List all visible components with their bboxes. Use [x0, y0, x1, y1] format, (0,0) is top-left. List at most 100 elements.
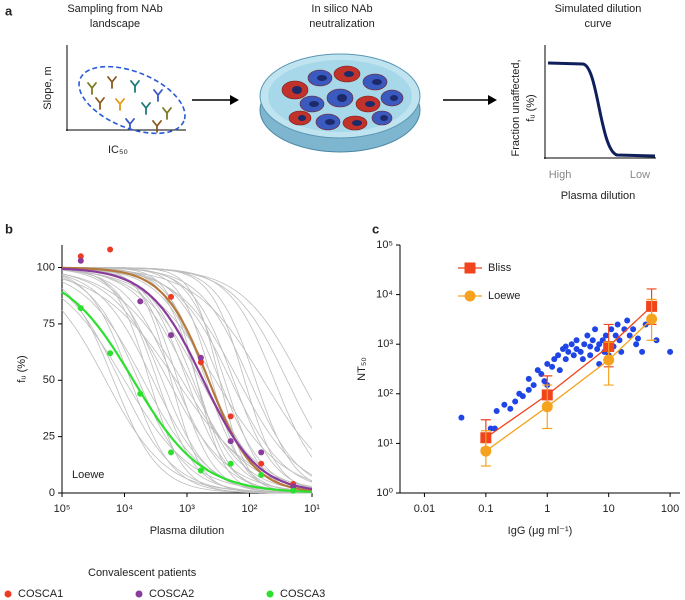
point: [612, 332, 619, 339]
point: [565, 348, 572, 355]
x-tick-label: 10: [603, 503, 615, 515]
y-tick-label: 10⁴: [376, 289, 393, 301]
annotation: Loewe: [72, 469, 104, 481]
point: [197, 359, 204, 366]
point: [77, 257, 84, 264]
simulated-curve: [61, 269, 312, 494]
point: [562, 356, 569, 363]
point: [568, 341, 575, 348]
simulated-curve: [61, 267, 313, 490]
legend-marker: [464, 290, 476, 302]
y-tick-label: 10⁵: [376, 239, 393, 251]
y-tick-label: 10¹: [377, 437, 393, 449]
point: [525, 375, 532, 382]
trend-line: [485, 305, 653, 439]
point: [639, 348, 646, 355]
point: [581, 341, 588, 348]
point: [589, 337, 596, 344]
point: [227, 460, 234, 467]
fit-curve: [62, 266, 313, 492]
step-title: landscape: [90, 18, 140, 30]
point: [168, 449, 175, 456]
point: [555, 352, 562, 359]
point: [573, 337, 580, 344]
point: [168, 293, 175, 300]
point: [227, 438, 234, 445]
legend-marker: [464, 262, 476, 274]
x-tick-label: 10⁴: [116, 503, 133, 515]
step-title: neutralization: [309, 18, 374, 30]
point: [570, 352, 577, 359]
arrow: [443, 95, 497, 105]
y-tick-label: 10²: [377, 388, 393, 400]
point: [562, 343, 569, 350]
point: [608, 326, 615, 333]
point: [592, 326, 599, 333]
axis-label: fᵤ (%): [525, 94, 537, 121]
point: [667, 348, 674, 355]
point: [512, 398, 519, 405]
fit-curve: [61, 291, 312, 493]
point: [458, 414, 465, 421]
point: [501, 401, 508, 408]
x-axis-label: IgG (μg ml⁻¹): [508, 525, 573, 537]
point: [530, 382, 537, 389]
legend-marker: [266, 590, 274, 598]
point: [603, 354, 615, 366]
antibody-icons: [87, 76, 172, 133]
step-title: In silico NAb: [311, 3, 372, 15]
legend-label: Bliss: [488, 262, 512, 274]
point: [549, 363, 556, 370]
point: [634, 335, 641, 342]
x-tick-label: 100: [661, 503, 679, 515]
axis-end: Low: [630, 169, 650, 181]
point: [137, 390, 144, 397]
point: [480, 445, 492, 457]
point: [525, 386, 532, 393]
simulated-curve: [61, 273, 313, 492]
point: [107, 246, 114, 253]
y-tick-label: 0: [49, 487, 55, 499]
step-title: curve: [585, 18, 612, 30]
point: [594, 346, 601, 353]
y-axis-label: fᵤ (%): [16, 355, 28, 382]
x-axis-label: Plasma dilution: [150, 525, 225, 537]
y-tick-label: 50: [43, 374, 55, 386]
legend-label: COSCA1: [18, 588, 63, 600]
simulated-curve: [61, 269, 313, 491]
point: [493, 408, 500, 415]
point: [227, 413, 234, 420]
point: [541, 401, 553, 413]
point: [197, 467, 204, 474]
point: [584, 332, 591, 339]
point: [624, 317, 631, 324]
point: [77, 253, 84, 260]
step-title: Sampling from NAb: [67, 3, 162, 15]
point: [258, 449, 265, 456]
point: [519, 393, 526, 400]
point: [534, 367, 541, 374]
trend-line: [485, 318, 653, 452]
point: [258, 460, 265, 467]
point: [587, 352, 594, 359]
simulated-curve: [61, 269, 313, 481]
point: [290, 483, 297, 490]
panel-label: c: [372, 221, 379, 236]
point: [290, 487, 297, 494]
point: [197, 354, 204, 361]
axis-label: Slope, m: [42, 66, 54, 109]
simulated-curve: [61, 288, 312, 494]
point: [168, 332, 175, 339]
legend-label: COSCA3: [280, 588, 325, 600]
simulated-curve: [62, 267, 312, 494]
simulated-curve: [61, 273, 313, 489]
axis-label: Fraction unaffected,: [510, 59, 522, 156]
simulated-curve: [62, 267, 313, 476]
axis-label: IC₅₀: [108, 144, 128, 156]
x-tick-label: 1: [544, 503, 550, 515]
point: [577, 348, 584, 355]
point: [633, 341, 640, 348]
arrow: [192, 95, 239, 105]
point: [507, 405, 514, 412]
